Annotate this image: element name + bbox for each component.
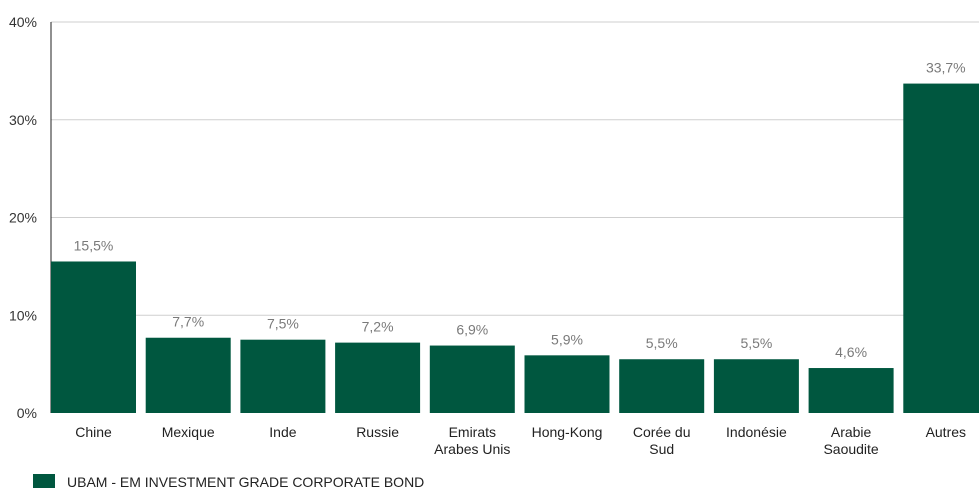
category-labels: Chine Mexique Inde Russie Emirats Arabes Unis…: [75, 424, 966, 457]
category-label: Autres: [926, 424, 966, 440]
data-label: 33,7%: [926, 60, 966, 76]
bar: [713, 359, 799, 413]
y-tick-label: 40%: [9, 14, 37, 30]
data-label: 5,5%: [646, 335, 678, 351]
legend: UBAM - EM INVESTMENT GRADE CORPORATE BON…: [33, 474, 424, 488]
bar: [619, 359, 705, 413]
bar: [903, 83, 979, 414]
data-label: 7,5%: [267, 316, 299, 332]
bar: [51, 261, 136, 413]
bar: [808, 368, 894, 413]
category-label: Inde: [269, 424, 296, 440]
y-tick-label: 10%: [9, 307, 37, 323]
y-tick-label: 20%: [9, 210, 37, 226]
data-label: 5,5%: [740, 335, 772, 351]
data-label: 15,5%: [74, 237, 114, 253]
bar: [240, 339, 326, 413]
bar: [145, 337, 231, 413]
category-label: Arabie Saoudite: [823, 424, 878, 457]
data-label: 7,2%: [362, 319, 394, 335]
data-label: 6,9%: [456, 322, 488, 338]
y-axis-ticks: 0% 10% 20% 30% 40%: [9, 14, 37, 421]
category-label: Russie: [356, 424, 399, 440]
bar: [335, 342, 421, 413]
legend-swatch: [33, 474, 55, 488]
data-label: 5,9%: [551, 331, 583, 347]
category-label: Chine: [75, 424, 112, 440]
grid-lines: [51, 21, 979, 316]
y-tick-label: 30%: [9, 112, 37, 128]
category-label: Hong-Kong: [532, 424, 603, 440]
bars: [51, 83, 979, 414]
category-label: Corée du Sud: [633, 424, 691, 457]
data-label: 7,7%: [172, 314, 204, 330]
bar: [524, 355, 610, 413]
y-tick-label: 0%: [17, 405, 37, 421]
category-label: Mexique: [162, 424, 215, 440]
data-labels: 15,5% 7,7% 7,5% 7,2% 6,9% 5,9% 5,5% 5,5% 4,6% 33,…: [74, 60, 966, 360]
bar: [429, 345, 515, 413]
data-label: 4,6%: [835, 344, 867, 360]
legend-label: UBAM - EM INVESTMENT GRADE CORPORATE BON…: [67, 474, 424, 488]
category-label: Indonésie: [726, 424, 787, 440]
category-label: Emirats Arabes Unis: [434, 424, 510, 457]
